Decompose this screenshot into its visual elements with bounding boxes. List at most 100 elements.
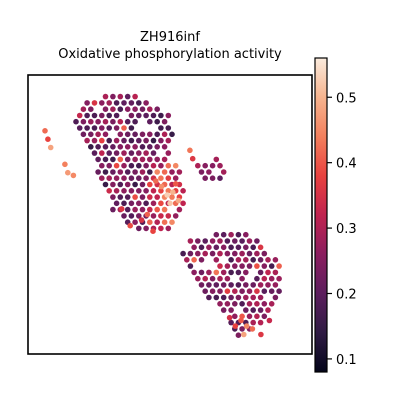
data-point: [158, 162, 164, 169]
data-point: [124, 156, 131, 163]
data-point: [99, 125, 105, 131]
data-point: [180, 250, 186, 257]
data-point: [95, 144, 101, 150]
data-point: [261, 288, 268, 295]
data-point: [113, 175, 120, 181]
data-point: [147, 194, 153, 200]
data-point: [136, 175, 142, 181]
data-point: [261, 275, 268, 282]
data-point: [106, 100, 112, 106]
data-point: [102, 169, 109, 175]
data-point: [154, 194, 160, 200]
data-point: [250, 294, 256, 301]
data-point: [206, 269, 212, 276]
data-point: [191, 244, 197, 251]
data-point: [265, 307, 271, 313]
colorbar-tick-label: 0.1: [336, 353, 357, 368]
data-point: [132, 106, 138, 112]
data-point: [161, 219, 168, 225]
data-point: [250, 244, 256, 251]
data-point: [213, 294, 220, 301]
data-point: [195, 162, 201, 169]
data-point: [172, 162, 179, 169]
data-point: [161, 131, 168, 138]
data-point: [110, 106, 116, 112]
data-point: [128, 112, 135, 119]
data-point: [154, 131, 160, 138]
data-point: [136, 100, 142, 106]
data-point: [235, 231, 242, 238]
data-point: [117, 118, 124, 125]
data-point: [250, 307, 256, 313]
data-point: [80, 118, 87, 125]
data-point: [164, 192, 170, 198]
data-point: [47, 144, 54, 151]
chart-subtitle: Oxidative phosphorylation activity: [58, 47, 282, 62]
data-point: [239, 288, 245, 295]
data-point: [220, 282, 227, 288]
spatial-points: [42, 93, 282, 339]
data-point: [272, 269, 279, 276]
data-point: [220, 244, 227, 251]
data-point: [106, 188, 112, 194]
data-point: [191, 269, 197, 276]
data-point: [143, 200, 149, 207]
data-point: [158, 175, 164, 181]
data-point: [198, 269, 205, 276]
data-point: [224, 288, 231, 295]
data-point: [232, 238, 238, 244]
data-point: [154, 144, 160, 150]
colorbar-ticks: 0.1 0.2 0.3 0.4 0.5: [327, 91, 357, 368]
data-point: [143, 150, 149, 156]
data-point: [228, 307, 234, 313]
data-point: [235, 257, 242, 263]
data-point: [226, 314, 233, 321]
data-point: [106, 175, 112, 181]
data-point: [110, 169, 116, 175]
data-point: [175, 197, 182, 204]
data-point: [165, 125, 172, 131]
data-point: [102, 144, 109, 150]
data-point: [254, 250, 260, 257]
data-point: [150, 213, 157, 219]
data-point: [228, 244, 234, 251]
data-point: [239, 250, 245, 257]
data-point: [217, 275, 223, 282]
data-point: [165, 112, 172, 119]
data-point: [257, 269, 264, 276]
data-point: [224, 275, 231, 282]
data-point: [136, 188, 142, 194]
data-point: [88, 144, 94, 150]
data-point: [95, 118, 101, 125]
data-point: [143, 112, 149, 119]
data-point: [246, 263, 253, 269]
data-point: [42, 128, 48, 134]
data-point: [117, 131, 124, 138]
data-point: [158, 183, 165, 190]
data-point: [213, 231, 220, 238]
data-point: [147, 169, 153, 175]
data-point: [176, 206, 183, 213]
data-point: [132, 181, 138, 188]
data-point: [213, 156, 220, 163]
data-point: [136, 225, 142, 232]
data-point: [209, 250, 216, 257]
data-point: [202, 175, 208, 181]
data-point: [165, 150, 172, 156]
data-point: [195, 238, 201, 244]
data-point: [220, 231, 227, 238]
data-point: [91, 112, 98, 119]
data-point: [224, 301, 231, 307]
data-point: [220, 294, 227, 301]
data-point: [169, 131, 175, 138]
data-point: [243, 282, 249, 288]
data-point: [217, 175, 223, 181]
data-point: [217, 301, 223, 307]
data-point: [232, 323, 239, 329]
data-point: [150, 112, 157, 119]
data-point: [128, 150, 135, 156]
data-point: [213, 269, 220, 276]
data-point: [147, 118, 153, 125]
data-point: [117, 156, 124, 163]
data-point: [143, 162, 149, 169]
